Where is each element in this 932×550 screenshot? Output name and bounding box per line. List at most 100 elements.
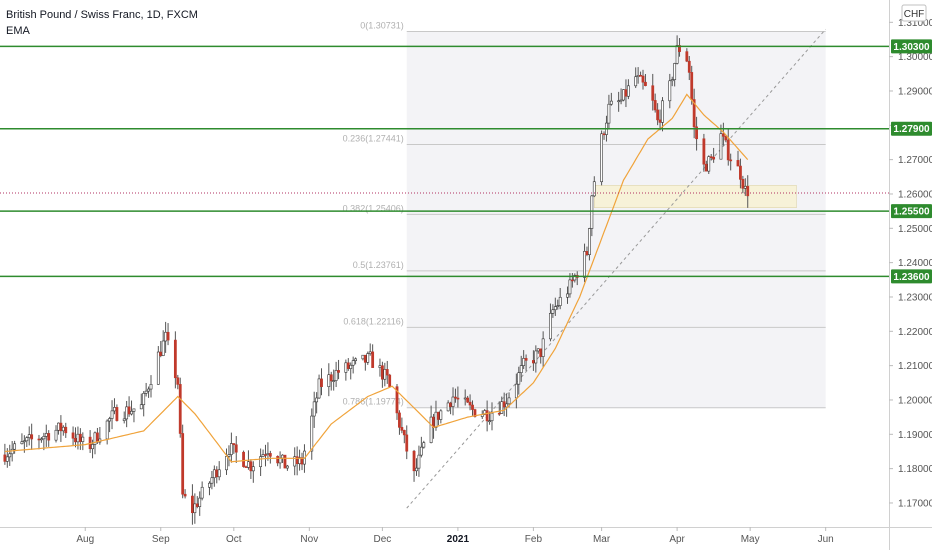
candle-body bbox=[156, 351, 160, 385]
candle-body bbox=[551, 309, 555, 314]
candle-body bbox=[315, 397, 319, 403]
candle-body bbox=[130, 410, 133, 415]
candle-body bbox=[634, 76, 638, 87]
candle-body bbox=[454, 396, 457, 399]
candle-body bbox=[695, 126, 698, 140]
y-tick-label: 1.24000 bbox=[898, 258, 932, 269]
candle-body bbox=[434, 411, 438, 428]
support-zone bbox=[594, 185, 797, 208]
y-tick-label: 1.21000 bbox=[898, 361, 932, 372]
candle-body bbox=[675, 45, 679, 64]
candle-body bbox=[707, 156, 711, 172]
candle-body bbox=[380, 365, 384, 380]
candle-body bbox=[505, 403, 509, 408]
x-tick-label: May bbox=[741, 534, 760, 545]
fib-level-label: 0.618(1.22116) bbox=[343, 316, 403, 326]
candle-body bbox=[383, 369, 387, 380]
candle-body bbox=[227, 454, 231, 457]
candle-body bbox=[429, 416, 433, 443]
y-tick-label: 1.20000 bbox=[898, 395, 932, 406]
candle-body bbox=[27, 434, 31, 438]
candle-body bbox=[110, 410, 114, 419]
candle-body bbox=[346, 362, 350, 369]
candle-body bbox=[329, 374, 333, 382]
candle-body bbox=[42, 436, 46, 440]
candle-body bbox=[242, 451, 245, 467]
price-tag-label: 1.23600 bbox=[893, 272, 930, 283]
candle-body bbox=[122, 418, 126, 421]
candle-body bbox=[349, 364, 353, 369]
candle-body bbox=[549, 313, 552, 340]
candle-body bbox=[471, 404, 474, 410]
candle-body bbox=[54, 429, 58, 441]
candle-body bbox=[251, 466, 255, 472]
candle-body bbox=[195, 503, 199, 507]
candle-body bbox=[536, 348, 540, 352]
candle-body bbox=[193, 503, 197, 514]
x-tick-label: Aug bbox=[76, 534, 94, 545]
candle-body bbox=[619, 99, 623, 102]
price-tag bbox=[891, 39, 932, 54]
price-tag-label: 1.30300 bbox=[893, 42, 930, 53]
candle-body bbox=[147, 388, 150, 392]
candle-body bbox=[266, 453, 270, 455]
candle-body bbox=[726, 139, 730, 161]
candle-body bbox=[451, 396, 455, 407]
candle-body bbox=[437, 411, 440, 420]
candle-body bbox=[473, 409, 477, 417]
candle-body bbox=[337, 370, 340, 373]
candle-body bbox=[485, 410, 489, 422]
candle-body bbox=[368, 351, 372, 354]
candle-body bbox=[91, 444, 94, 450]
y-tick-label: 1.27000 bbox=[898, 155, 932, 166]
candle-body bbox=[144, 390, 148, 394]
chart-legend: British Pound / Swiss Franc, 1D, FXCM EM… bbox=[6, 7, 198, 39]
candle-body bbox=[724, 136, 728, 141]
candle-body bbox=[217, 469, 221, 478]
candle-body bbox=[422, 442, 426, 448]
x-tick-label: Nov bbox=[300, 534, 318, 545]
candle-body bbox=[661, 100, 664, 123]
candle-body bbox=[81, 436, 85, 442]
candle-body bbox=[212, 469, 216, 479]
candle-body bbox=[609, 100, 613, 105]
candle-body bbox=[159, 351, 163, 356]
candle-body bbox=[517, 372, 521, 385]
candle-body bbox=[3, 454, 7, 462]
candle-body bbox=[61, 426, 65, 432]
y-tick-label: 1.30000 bbox=[898, 52, 932, 63]
candle-body bbox=[712, 156, 716, 160]
y-tick-label: 1.17000 bbox=[898, 498, 932, 509]
candle-body bbox=[139, 404, 143, 410]
candle-body bbox=[183, 493, 187, 497]
candle-body bbox=[558, 296, 562, 306]
candle-body bbox=[142, 392, 146, 406]
candle-body bbox=[502, 401, 506, 408]
candle-body bbox=[709, 156, 713, 158]
candle-body bbox=[173, 339, 177, 379]
candle-body bbox=[719, 133, 723, 160]
fib-level-label: 0(1.30731) bbox=[360, 21, 404, 31]
candle-body bbox=[351, 360, 355, 366]
x-tick-label: Dec bbox=[373, 534, 391, 545]
candle-body bbox=[327, 374, 331, 388]
candle-body bbox=[519, 365, 523, 373]
candle-body bbox=[656, 109, 660, 121]
candle-body bbox=[673, 63, 677, 80]
candle-body bbox=[200, 486, 204, 499]
candle-body bbox=[249, 461, 253, 472]
candle-body bbox=[198, 497, 202, 507]
y-tick-label: 1.19000 bbox=[898, 430, 932, 441]
candle-body bbox=[600, 133, 603, 183]
candle-body bbox=[415, 467, 418, 472]
candle-body bbox=[10, 448, 14, 455]
candle-body bbox=[132, 408, 136, 412]
x-tick-label: Oct bbox=[226, 534, 242, 545]
candle-body bbox=[400, 427, 404, 431]
candle-body bbox=[76, 433, 80, 443]
candle-body bbox=[702, 138, 706, 165]
candle-body bbox=[354, 358, 358, 361]
candle-body bbox=[244, 466, 248, 468]
